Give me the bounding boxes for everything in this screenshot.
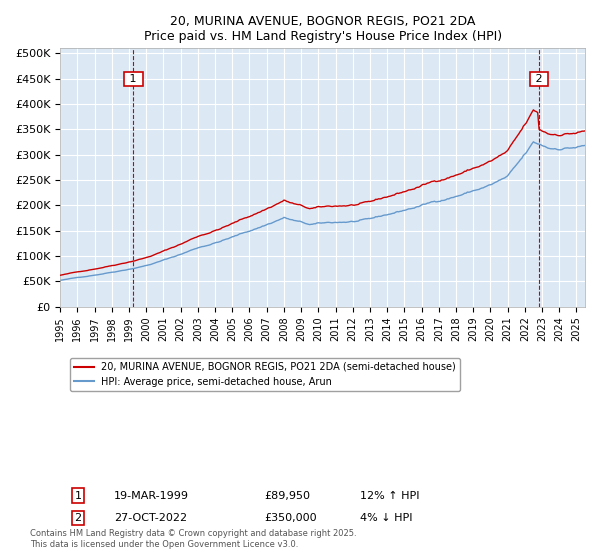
Text: 2: 2 <box>532 74 546 84</box>
Title: 20, MURINA AVENUE, BOGNOR REGIS, PO21 2DA
Price paid vs. HM Land Registry's Hous: 20, MURINA AVENUE, BOGNOR REGIS, PO21 2D… <box>143 15 502 43</box>
Text: 4% ↓ HPI: 4% ↓ HPI <box>360 513 413 523</box>
Legend: 20, MURINA AVENUE, BOGNOR REGIS, PO21 2DA (semi-detached house), HPI: Average pr: 20, MURINA AVENUE, BOGNOR REGIS, PO21 2D… <box>70 358 460 391</box>
Text: 12% ↑ HPI: 12% ↑ HPI <box>360 491 419 501</box>
Text: £350,000: £350,000 <box>264 513 317 523</box>
Text: 1: 1 <box>127 74 140 84</box>
Text: 2: 2 <box>74 513 82 523</box>
Text: 27-OCT-2022: 27-OCT-2022 <box>114 513 187 523</box>
Text: £89,950: £89,950 <box>264 491 310 501</box>
Text: 1: 1 <box>74 491 82 501</box>
Text: Contains HM Land Registry data © Crown copyright and database right 2025.
This d: Contains HM Land Registry data © Crown c… <box>30 529 356 549</box>
Text: 19-MAR-1999: 19-MAR-1999 <box>114 491 189 501</box>
